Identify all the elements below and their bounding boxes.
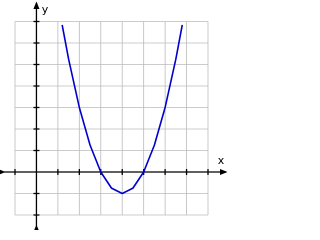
curve <box>61 24 184 195</box>
axes <box>0 1 228 230</box>
chart: x y <box>0 1 228 230</box>
grid <box>14 21 209 216</box>
x-axis-label: x <box>218 154 225 167</box>
plot <box>61 24 184 195</box>
y-axis-label: y <box>42 3 49 16</box>
